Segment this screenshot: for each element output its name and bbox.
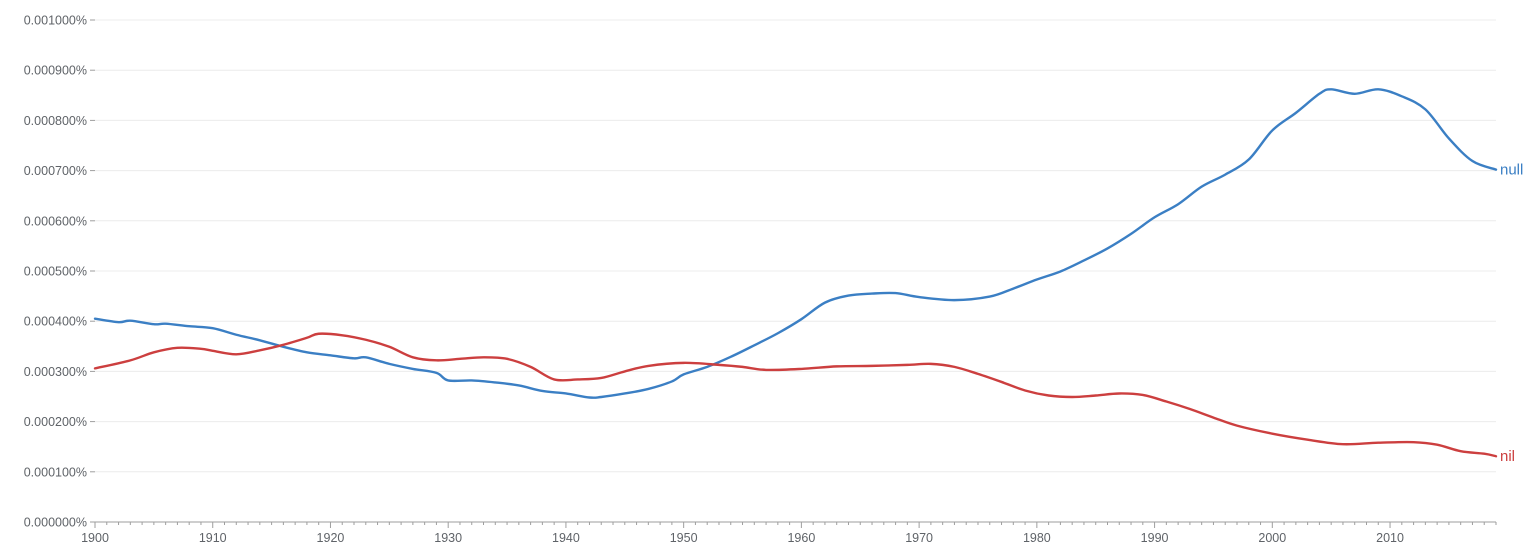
series-label-nil: nil	[1500, 448, 1515, 465]
y-tick-label: 0.000200%	[24, 415, 87, 429]
y-tick-label: 0.000600%	[24, 214, 87, 228]
x-tick-label: 1950	[670, 531, 698, 545]
y-tick-label: 0.000100%	[24, 465, 87, 479]
y-axis-tick-labels: 0.000000% 0.000100% 0.000200% 0.000300% 0.00…	[24, 14, 87, 530]
x-tick-label: 2000	[1258, 531, 1286, 545]
y-tick-label: 0.000500%	[24, 265, 87, 279]
y-tick-label: 0.001000%	[24, 14, 87, 28]
series-label-null: null	[1500, 162, 1523, 179]
series-line-nil[interactable]	[93, 332, 1498, 458]
x-tick-label: 1960	[787, 531, 815, 545]
y-tick-label: 0.000000%	[24, 516, 87, 530]
grid-lines	[95, 19, 1496, 473]
x-axis-tick-labels: 1900 1910 1920 1930 1940 1950 1960 1970 1980 1990…	[81, 531, 1404, 545]
x-tick-label: 1900	[81, 531, 109, 545]
series-line-null[interactable]	[93, 88, 1498, 399]
y-tick-label: 0.000400%	[24, 315, 87, 329]
x-tick-label: 1940	[552, 531, 580, 545]
x-tick-label: 1910	[199, 531, 227, 545]
x-tick-label: 1920	[317, 531, 345, 545]
y-tick-label: 0.000700%	[24, 164, 87, 178]
y-tick-label: 0.000800%	[24, 114, 87, 128]
y-tick-label: 0.000900%	[24, 64, 87, 78]
axes	[90, 19, 1497, 528]
x-tick-label: 1990	[1141, 531, 1169, 545]
y-tick-label: 0.000300%	[24, 365, 87, 379]
x-tick-label: 2010	[1376, 531, 1404, 545]
x-tick-label: 1930	[434, 531, 462, 545]
x-tick-label: 1970	[905, 531, 933, 545]
series-end-labels: null nil	[1500, 162, 1523, 466]
series-lines[interactable]	[93, 88, 1498, 458]
x-tick-label: 1980	[1023, 531, 1051, 545]
